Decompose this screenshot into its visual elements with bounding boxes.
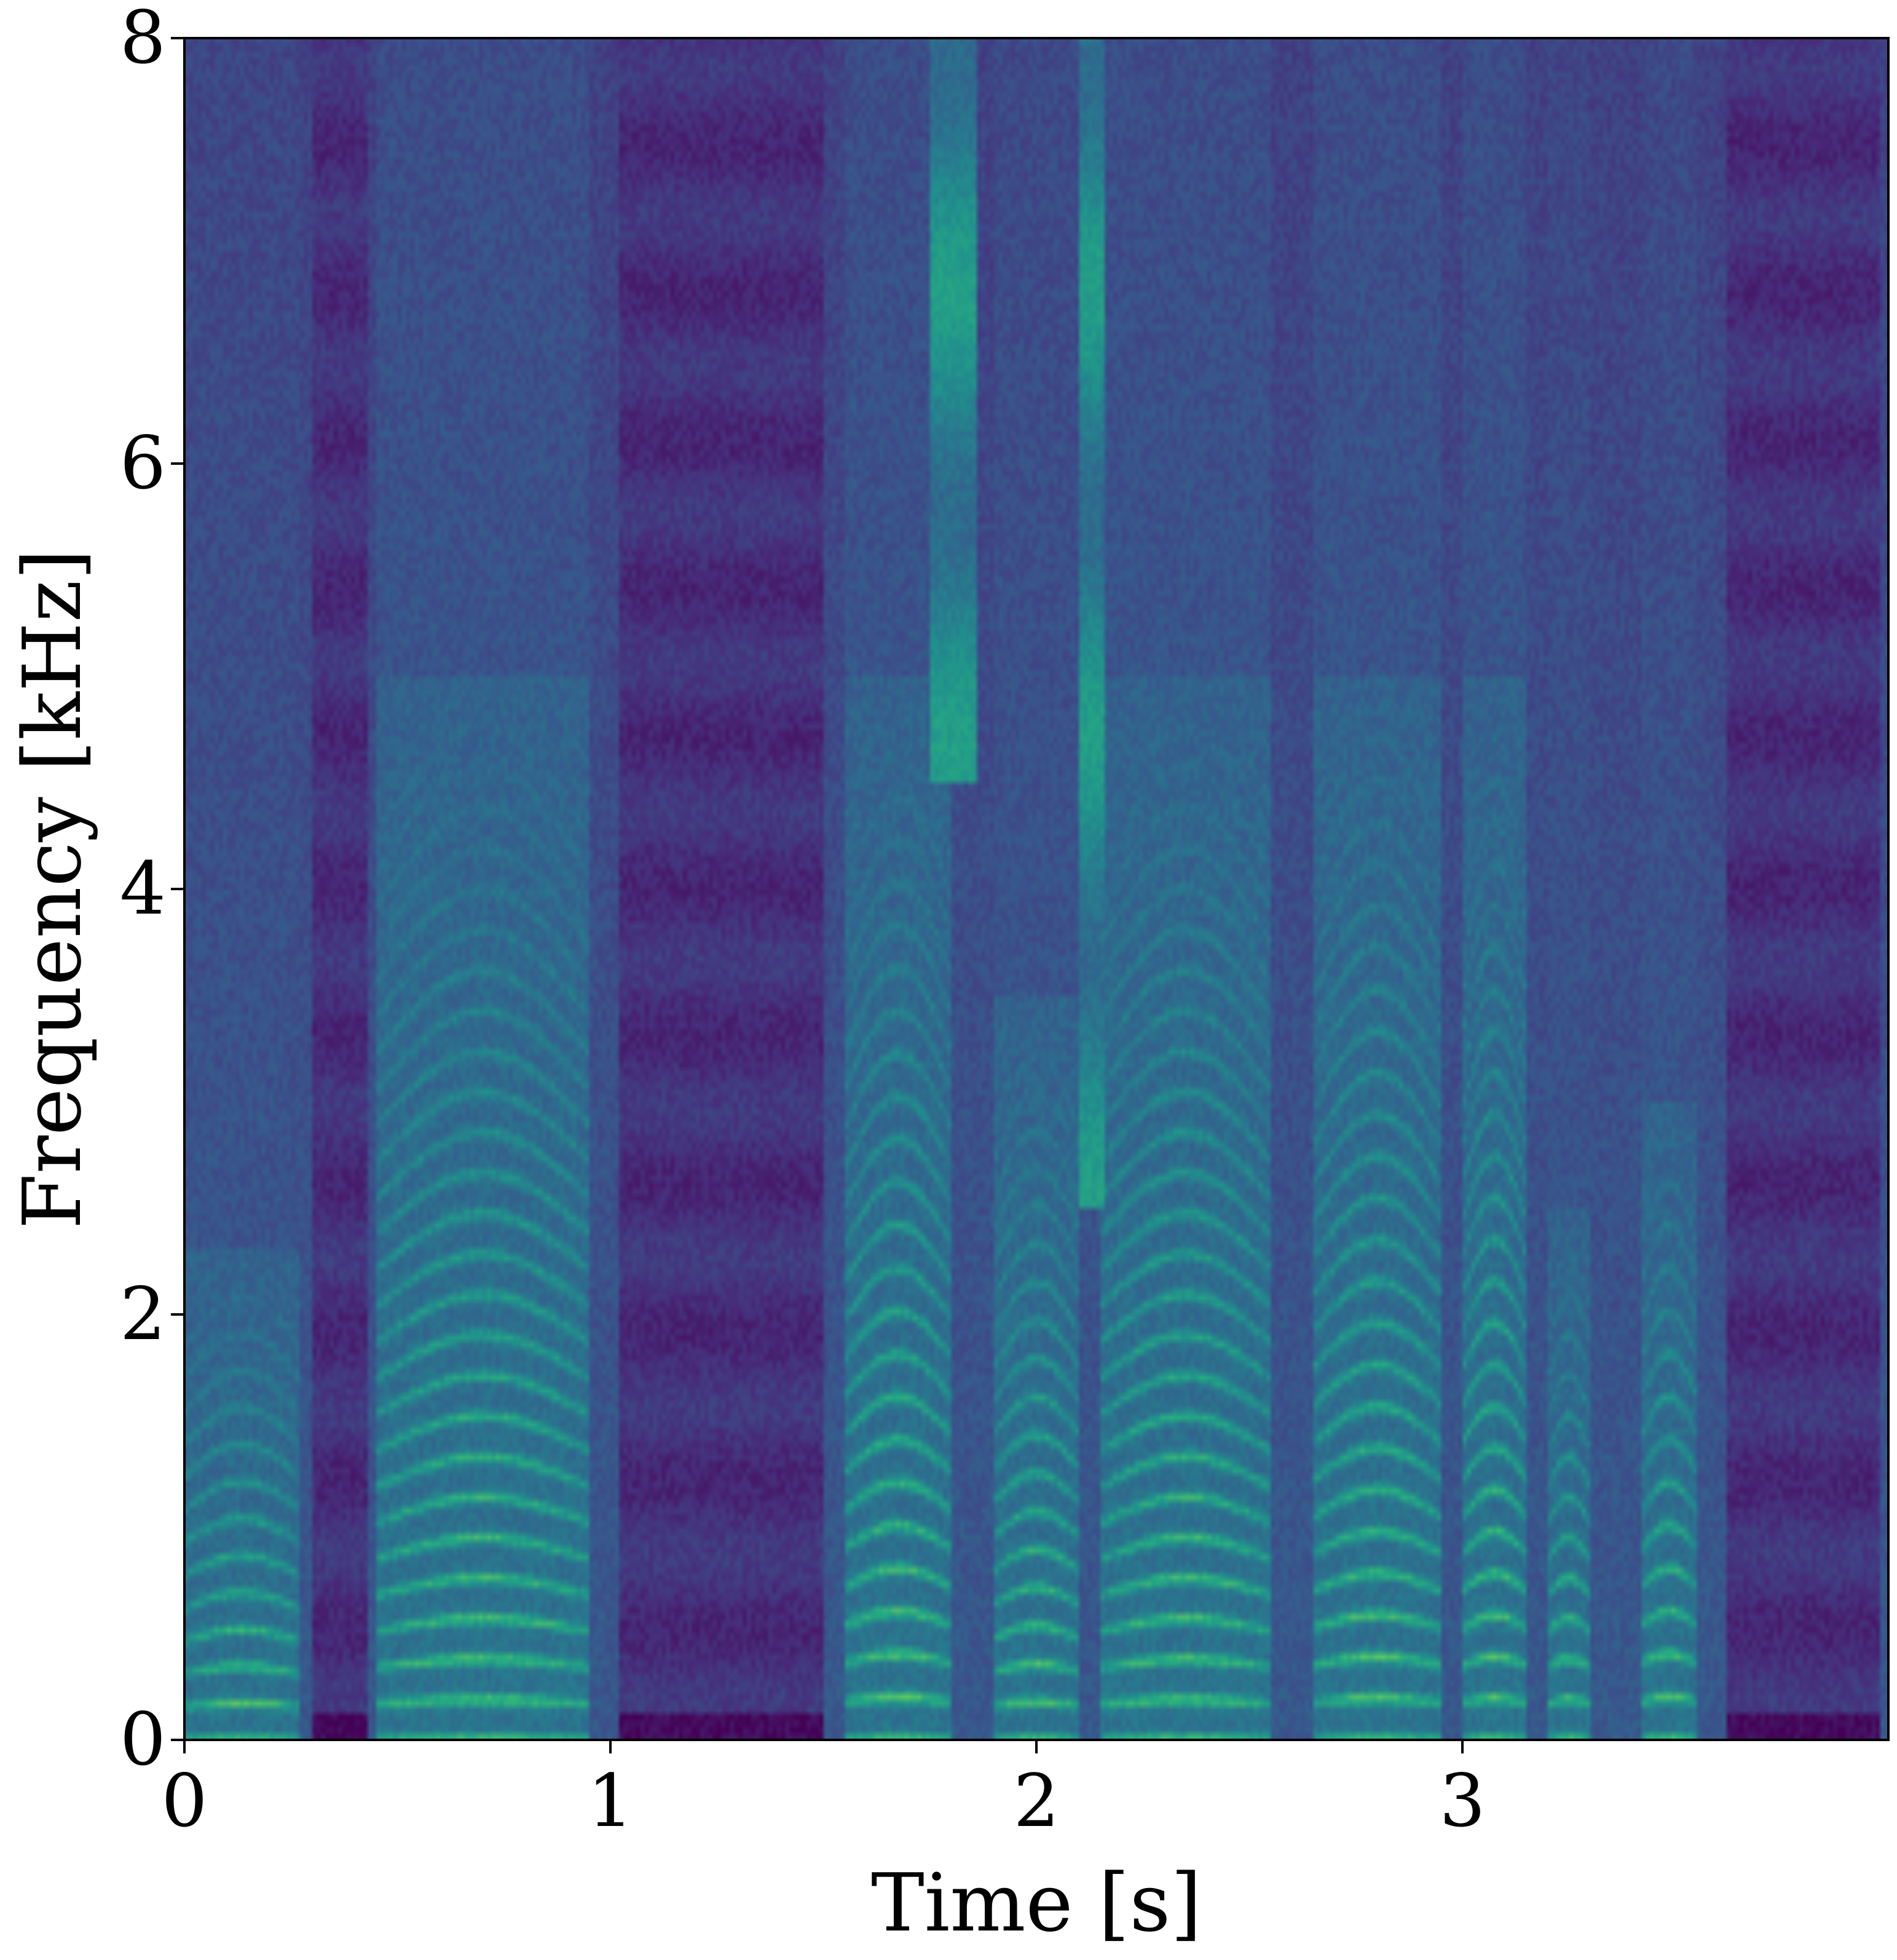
plot-area [183, 37, 1890, 1741]
y-tick-label: 8 [120, 0, 166, 80]
x-tick-label: 0 [161, 1758, 207, 1843]
spectrogram-heatmap [184, 38, 1888, 1740]
x-axis-ticks: 0 1 2 3 [161, 1740, 1486, 1843]
y-axis-ticks: 0 2 4 6 8 [120, 0, 184, 1782]
x-tick-label: 3 [1439, 1758, 1485, 1843]
y-tick-label: 6 [120, 421, 166, 505]
y-tick-label: 2 [120, 1271, 166, 1356]
x-tick-label: 1 [587, 1758, 633, 1843]
y-tick-label: 0 [120, 1697, 166, 1782]
x-axis-label: Time [s] [871, 1856, 1202, 1950]
y-tick-label: 4 [120, 846, 166, 931]
y-axis-label: Frequency [kHz] [6, 549, 99, 1230]
x-tick-label: 2 [1013, 1758, 1059, 1843]
